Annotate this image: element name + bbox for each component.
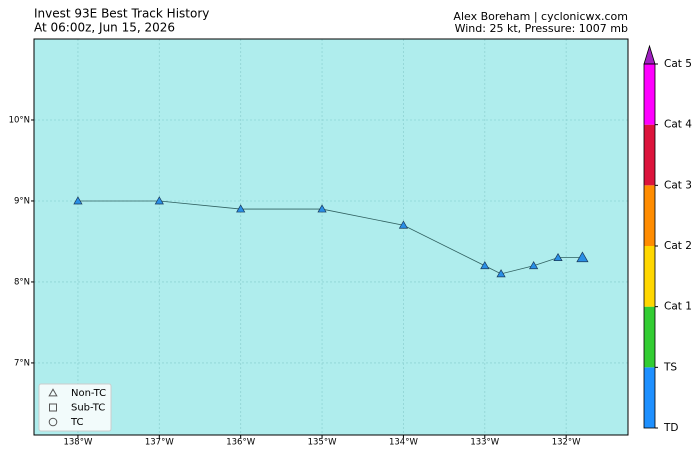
track-point — [317, 204, 327, 213]
colorbar-label: TD — [663, 422, 679, 434]
colorbar-extend — [643, 44, 656, 65]
legend-label: Sub-TC — [71, 403, 105, 414]
x-tick-label: 135°W — [308, 438, 337, 448]
colorbar-segment — [644, 185, 655, 246]
plot-frame — [33, 38, 629, 436]
y-tick-label: 7°N — [14, 358, 30, 368]
y-tick-label: 9°N — [14, 196, 30, 206]
track-point — [73, 196, 83, 205]
chart-subtitle: At 06:00z, Jun 15, 2026 — [34, 21, 175, 35]
colorbar-segment — [644, 246, 655, 307]
legend-marker — [48, 388, 58, 397]
track-point — [553, 252, 563, 262]
legend-marker — [48, 417, 58, 427]
track-point — [496, 269, 506, 278]
track-point — [480, 261, 490, 270]
map-background — [34, 39, 628, 435]
credit: Alex Boreham | cyclonicwx.com — [453, 10, 628, 23]
colorbar-label: Cat 3 — [664, 179, 692, 191]
x-tick-label: 136°W — [226, 438, 255, 448]
colorbar-label: Cat 2 — [664, 240, 692, 252]
y-tick-label: 10°N — [9, 115, 30, 125]
track-point — [529, 261, 539, 270]
track-point — [236, 204, 246, 213]
legend-label: TC — [70, 417, 84, 428]
track-point — [576, 251, 589, 263]
x-tick-label: 133°W — [470, 438, 499, 448]
colorbar-segment — [644, 367, 655, 428]
x-tick-label: 138°W — [63, 438, 92, 448]
colorbar-label: Cat 1 — [664, 301, 692, 313]
status: Wind: 25 kt, Pressure: 1007 mb — [455, 22, 628, 35]
x-tick-label: 137°W — [145, 438, 174, 448]
track-point — [398, 220, 409, 229]
x-tick-label: 132°W — [552, 438, 581, 448]
legend-marker — [49, 403, 57, 412]
track-line — [77, 200, 583, 275]
colorbar-segment — [644, 306, 655, 368]
chart-title: Invest 93E Best Track History — [34, 7, 209, 21]
colorbar-label: Cat 5 — [664, 58, 692, 70]
x-tick-label: 134°W — [389, 438, 418, 448]
colorbar-segment — [644, 64, 655, 125]
colorbar-segment — [644, 124, 655, 186]
colorbar-label: TS — [663, 361, 677, 373]
legend-label: Non-TC — [71, 388, 106, 399]
y-tick-label: 8°N — [14, 277, 30, 287]
track-point — [154, 196, 164, 205]
colorbar-label: Cat 4 — [664, 119, 692, 131]
